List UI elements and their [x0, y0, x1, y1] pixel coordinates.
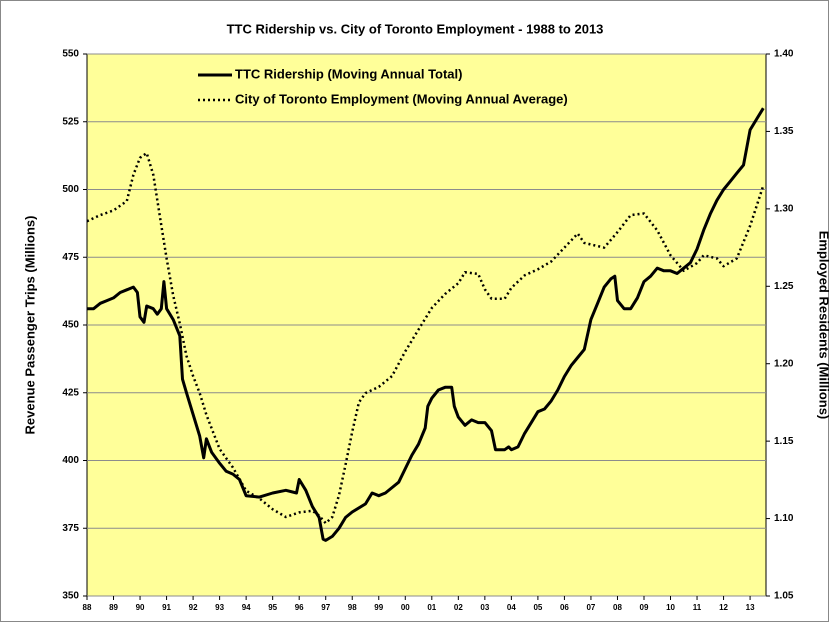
chart-title: TTC Ridership vs. City of Toronto Employ…: [227, 21, 604, 36]
x-tick-label: 97: [321, 603, 330, 612]
x-tick-label: 01: [427, 603, 436, 612]
y-tick-label: 400: [62, 455, 79, 466]
y2-tick-label: 1.05: [774, 591, 794, 602]
legend-label: City of Toronto Employment (Moving Annua…: [235, 91, 568, 106]
y2-tick-label: 1.35: [774, 126, 794, 137]
x-tick-label: 99: [374, 603, 383, 612]
x-tick-label: 88: [83, 603, 92, 612]
x-tick-label: 03: [480, 603, 489, 612]
y-tick-label: 425: [62, 387, 79, 398]
y2-tick-label: 1.20: [774, 358, 794, 369]
y-tick-label: 525: [62, 116, 79, 127]
x-tick-label: 00: [401, 603, 410, 612]
x-tick-label: 04: [507, 603, 516, 612]
y2-tick-label: 1.40: [774, 49, 794, 60]
x-tick-label: 94: [242, 603, 251, 612]
x-tick-label: 95: [268, 603, 277, 612]
x-tick-label: 98: [348, 603, 357, 612]
x-tick-label: 08: [613, 603, 622, 612]
y-tick-label: 450: [62, 320, 79, 331]
x-tick-label: 93: [215, 603, 224, 612]
x-tick-label: 05: [533, 603, 542, 612]
y-tick-label: 500: [62, 184, 79, 195]
y2-tick-label: 1.15: [774, 436, 794, 447]
x-tick-label: 96: [295, 603, 304, 612]
y-tick-label: 350: [62, 591, 79, 602]
y2-axis-label: Employed Residents (Millions): [817, 231, 829, 420]
x-tick-label: 02: [454, 603, 463, 612]
x-tick-label: 13: [746, 603, 755, 612]
y-tick-label: 475: [62, 252, 79, 263]
y-axis-label: Revenue Passenger Trips (Millions): [22, 216, 37, 435]
x-tick-label: 06: [560, 603, 569, 612]
y2-tick-label: 1.10: [774, 513, 794, 524]
y2-tick-label: 1.30: [774, 203, 794, 214]
y-tick-label: 550: [62, 49, 79, 60]
x-tick-label: 89: [109, 603, 118, 612]
x-tick-label: 91: [162, 603, 171, 612]
series-line: [87, 107, 765, 542]
legend-label: TTC Ridership (Moving Annual Total): [235, 66, 462, 81]
x-tick-label: 11: [693, 603, 702, 612]
x-tick-label: 10: [666, 603, 675, 612]
x-tick-label: 07: [586, 603, 595, 612]
x-tick-label: 90: [136, 603, 145, 612]
x-tick-label: 92: [189, 603, 198, 612]
x-tick-label: 09: [640, 603, 649, 612]
y-tick-label: 375: [62, 523, 79, 534]
y2-tick-label: 1.25: [774, 281, 794, 292]
x-tick-label: 12: [719, 603, 728, 612]
